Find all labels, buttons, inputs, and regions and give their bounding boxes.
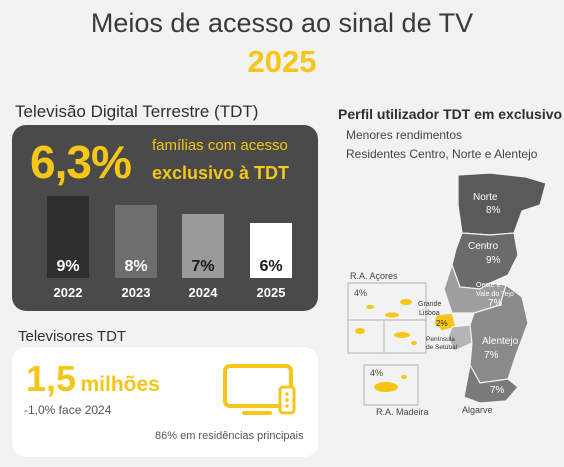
bar-2022: 9% bbox=[47, 196, 89, 278]
bar-value-label: 9% bbox=[56, 258, 80, 275]
tdt-headline-value: 6,3% bbox=[30, 136, 132, 188]
map-region-lisboa bbox=[433, 312, 457, 332]
map-label-algarve: Algarve bbox=[462, 405, 493, 415]
tv-change: -1,0% face 2024 bbox=[24, 403, 112, 417]
tv-count-value: 1,5 bbox=[26, 358, 77, 399]
profile-line-2: Residentes Centro, Norte e Alentejo bbox=[346, 147, 538, 161]
island-porto-santo bbox=[401, 375, 407, 379]
island-pico bbox=[385, 312, 399, 318]
bar-2025: 6% bbox=[250, 223, 292, 278]
island-sao-miguel bbox=[394, 332, 410, 338]
map-region-setubal bbox=[447, 324, 473, 352]
tv-count-unit: milhões bbox=[80, 373, 160, 396]
tv-icon bbox=[223, 364, 296, 415]
island-graciosa bbox=[366, 305, 374, 309]
tdt-headline-line1: famílias com acesso bbox=[152, 137, 288, 154]
portugal-map: Norte 8% Centro 9% R.A. Açores 4% R.A. M… bbox=[347, 172, 547, 417]
map-value-oeste: 7% bbox=[488, 298, 503, 309]
map-value-alentejo: 7% bbox=[484, 350, 499, 361]
bar-2024: 7% bbox=[182, 214, 224, 278]
map-region-alentejo bbox=[469, 284, 529, 384]
tdt-heading: Televisão Digital Terrestre (TDT) bbox=[15, 102, 259, 121]
madeira-frame bbox=[363, 364, 419, 406]
bar-2023: 8% bbox=[115, 205, 157, 278]
map-region-algarve bbox=[463, 363, 519, 404]
island-flores bbox=[355, 328, 365, 334]
map-label-lisboa-2: Lisboa bbox=[419, 310, 440, 317]
tv-note: 86% em residências principais bbox=[155, 430, 304, 442]
page-year: 2025 bbox=[247, 44, 317, 79]
map-label-setubal-1: Península bbox=[426, 336, 455, 343]
tv-count: 1,5 milhões bbox=[26, 358, 160, 400]
acores-frame bbox=[347, 282, 427, 354]
bar-category-label: 2023 bbox=[121, 285, 151, 300]
map-label-acores: R.A. Açores bbox=[350, 271, 398, 281]
map-label-alentejo: Alentejo bbox=[482, 336, 519, 347]
map-region-norte bbox=[457, 172, 547, 236]
tdt-headline-line2: exclusivo à TDT bbox=[152, 163, 290, 183]
profile-line-1: Menores rendimentos bbox=[346, 128, 463, 142]
map-value-acores: 4% bbox=[354, 288, 367, 298]
map-label-centro: Centro bbox=[468, 241, 498, 252]
map-value-lisboa: 2% bbox=[436, 319, 448, 328]
page-title: Meios de acesso ao sinal de TV bbox=[90, 8, 474, 38]
bar-value-label: 7% bbox=[191, 257, 215, 275]
profile-title: Perfil utilizador TDT em exclusivo bbox=[338, 106, 563, 122]
island-terceira bbox=[400, 299, 412, 305]
map-value-madeira: 4% bbox=[370, 368, 383, 378]
map-label-setubal-2: de Setúbal bbox=[426, 344, 458, 351]
map-label-oeste-2: Vale do Tejo bbox=[476, 291, 514, 298]
map-label-norte: Norte bbox=[473, 192, 498, 203]
bar-value-label: 8% bbox=[124, 257, 148, 275]
bar-value-label: 6% bbox=[259, 257, 283, 275]
tv-heading: Televisores TDT bbox=[18, 328, 127, 345]
bar-category-label: 2025 bbox=[256, 285, 286, 300]
map-value-centro: 9% bbox=[486, 255, 501, 266]
map-label-lisboa-1: Grande bbox=[418, 301, 441, 308]
map-label-oeste-1: Oeste e bbox=[476, 282, 501, 289]
map-value-norte: 8% bbox=[486, 205, 501, 216]
island-santa-maria bbox=[411, 341, 417, 345]
map-label-madeira: R.A. Madeira bbox=[376, 407, 429, 417]
bar-category-label: 2024 bbox=[188, 285, 218, 300]
bar-category-label: 2022 bbox=[53, 285, 83, 300]
map-value-algarve: 7% bbox=[490, 385, 505, 396]
island-madeira bbox=[374, 382, 398, 392]
